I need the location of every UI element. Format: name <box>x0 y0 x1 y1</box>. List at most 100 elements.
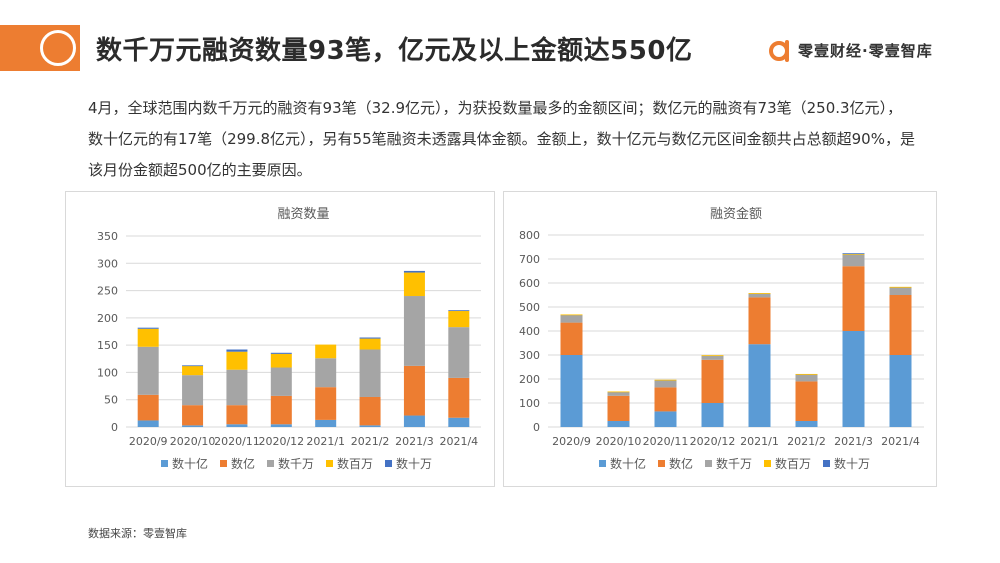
bar-amount-2020-10-series-0 <box>607 421 630 427</box>
y-tick-label: 200 <box>97 312 118 325</box>
x-tick-label: 2020/9 <box>129 435 168 448</box>
bar-amount-2020-12-series-1 <box>701 359 724 403</box>
x-tick-label: 2021/4 <box>881 435 920 448</box>
bar-count-2020-10-series-4 <box>182 365 204 367</box>
y-tick-label: 800 <box>519 229 540 242</box>
bar-amount-2020-12-series-2 <box>701 355 724 360</box>
bar-count-2021-1-series-1 <box>315 387 337 420</box>
y-tick-label: 300 <box>519 349 540 362</box>
source-note: 数据来源：零壹智库 <box>88 527 187 540</box>
y-tick-label: 600 <box>519 277 540 290</box>
bar-amount-2021-4-series-3 <box>889 286 912 288</box>
bar-amount-2020-11-series-2 <box>654 380 677 388</box>
bar-amount-2021-4-series-1 <box>889 295 912 355</box>
legend-swatch <box>385 460 392 467</box>
x-tick-label: 2020/10 <box>596 435 642 448</box>
y-tick-label: 500 <box>519 301 540 314</box>
x-tick-label: 2021/2 <box>787 435 826 448</box>
x-tick-label: 2021/2 <box>351 435 390 448</box>
legend-swatch <box>705 460 712 467</box>
bar-count-2020-11-series-4 <box>226 349 248 352</box>
bar-count-2020-12-series-4 <box>270 352 292 354</box>
bar-amount-2020-10-series-2 <box>607 391 630 396</box>
x-tick-label: 2021/1 <box>740 435 779 448</box>
y-tick-label: 0 <box>533 421 540 434</box>
y-tick-label: 100 <box>519 397 540 410</box>
bar-amount-2021-2-series-0 <box>795 421 818 427</box>
x-tick-label: 2020/11 <box>643 435 689 448</box>
bar-count-2021-2-series-1 <box>359 396 381 426</box>
chart-amount: 融资金额 0 100 200 300 400 500 600 700 800 2020/9 2020/… <box>519 206 924 471</box>
bar-amount-2021-1-series-0 <box>748 344 771 427</box>
bar-count-2020-12-series-3 <box>270 353 292 368</box>
bar-count-2020-12-series-2 <box>270 367 292 396</box>
y-tick-label: 400 <box>519 325 540 338</box>
bar-amount-2021-4-series-0 <box>889 355 912 427</box>
bar-count-2020-12-series-0 <box>270 424 292 427</box>
y-tick-label: 200 <box>519 373 540 386</box>
bar-count-2021-3-series-1 <box>403 365 425 416</box>
bar-count-2021-3-series-3 <box>403 272 425 297</box>
bar-count-2020-10-series-0 <box>182 425 204 427</box>
bar-count-2020-10-series-2 <box>182 375 204 406</box>
bar-count-2021-1-series-2 <box>315 358 337 388</box>
legend-label: 数百万 <box>337 456 373 471</box>
bar-count-2020-9-series-0 <box>137 420 159 427</box>
legend-swatch <box>658 460 665 467</box>
y-tick-label: 300 <box>97 257 118 270</box>
bar-count-2021-2-series-4 <box>359 337 381 339</box>
x-tick-label: 2021/3 <box>834 435 873 448</box>
legend-label: 数十亿 <box>610 456 646 471</box>
bar-amount-2020-9-series-2 <box>560 314 583 323</box>
bar-amount-2021-1-series-2 <box>748 293 771 298</box>
x-tick-label: 2020/9 <box>552 435 591 448</box>
y-tick-label: 250 <box>97 285 118 298</box>
summary-paragraph: 4月，全球范围内数千万元的融资有93笔（32.9亿元），为获投数量最多的金额区间… <box>88 99 915 179</box>
bar-amount-2021-2-series-2 <box>795 374 818 382</box>
chart-title: 融资金额 <box>710 206 762 222</box>
legend-label: 数亿 <box>231 456 255 471</box>
legend-swatch <box>326 460 333 467</box>
legend-swatch <box>599 460 606 467</box>
x-tick-label: 2021/4 <box>439 435 478 448</box>
y-tick-label: 50 <box>104 394 118 407</box>
bar-amount-2020-9-series-3 <box>560 314 583 316</box>
bar-count-2021-4-series-1 <box>448 377 470 418</box>
legend-label: 数十万 <box>396 456 432 471</box>
circle-icon <box>40 30 76 66</box>
bar-amount-2021-1-series-3 <box>748 293 771 294</box>
bar-count-2020-11-series-2 <box>226 369 248 406</box>
chart-panel-count: 融资数量 0 50 100 150 200 250 300 350 2020/9 2020/10 20… <box>65 191 495 487</box>
bar-count-2020-11-series-3 <box>226 351 248 370</box>
bar-amount-2021-2-series-3 <box>795 373 818 375</box>
x-tick-label: 2020/12 <box>258 435 304 448</box>
bar-amount-2021-3-series-4 <box>842 253 865 255</box>
bar-count-2020-10-series-1 <box>182 405 204 426</box>
brand-logo: 零壹财经·零壹智库 <box>768 38 933 62</box>
bar-count-2021-4-series-4 <box>448 310 470 312</box>
x-tick-label: 2020/10 <box>170 435 216 448</box>
x-tick-label: 2020/12 <box>690 435 736 448</box>
chart-panel-amount: 融资金额 0 100 200 300 400 500 600 700 800 2020/9 2020/… <box>503 191 937 487</box>
bar-amount-2021-2-series-1 <box>795 381 818 421</box>
legend-swatch <box>764 460 771 467</box>
bar-count-2021-3-series-2 <box>403 296 425 366</box>
x-tick-label: 2021/1 <box>306 435 345 448</box>
bar-amount-2020-10-series-3 <box>607 391 630 393</box>
y-tick-label: 700 <box>519 253 540 266</box>
bar-amount-2020-11-series-0 <box>654 411 677 427</box>
bar-count-2021-3-series-4 <box>403 270 425 273</box>
bar-amount-2020-9-series-0 <box>560 355 583 427</box>
bar-count-2021-2-series-2 <box>359 349 381 397</box>
x-tick-label: 2021/3 <box>395 435 434 448</box>
y-tick-label: 150 <box>97 339 118 352</box>
bar-count-2020-12-series-1 <box>270 395 292 425</box>
legend-label: 数亿 <box>669 456 693 471</box>
bar-count-2021-1-series-3 <box>315 344 337 359</box>
bar-amount-2020-12-series-3 <box>701 355 724 357</box>
bar-count-2020-9-series-2 <box>137 346 159 395</box>
bar-count-2020-11-series-1 <box>226 405 248 425</box>
bar-count-2020-9-series-3 <box>137 328 159 347</box>
bar-amount-2021-4-series-2 <box>889 287 912 295</box>
